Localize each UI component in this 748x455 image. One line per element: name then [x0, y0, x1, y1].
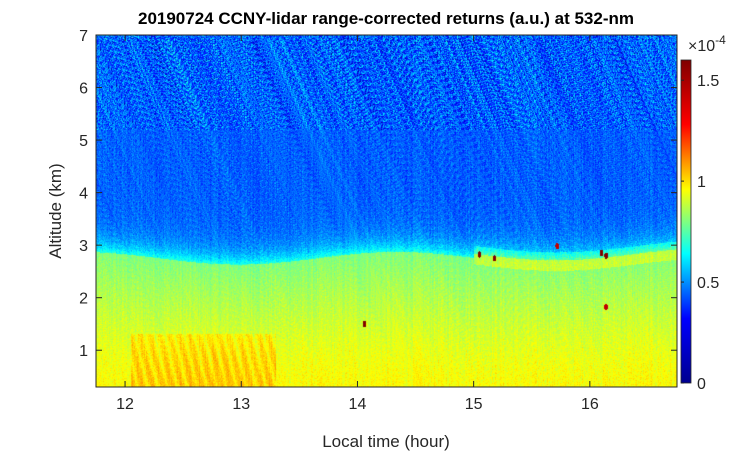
plot-frame: [95, 34, 678, 388]
colorbar-tick-label: 0.5: [697, 275, 719, 292]
x-tick-label: 13: [232, 396, 250, 413]
colorbar-multiplier: ×10-4: [688, 33, 726, 55]
x-axis-label: Local time (hour): [322, 432, 450, 451]
y-axis-label: Altitude (km): [46, 163, 65, 258]
y-tick-label: 7: [79, 28, 88, 45]
y-tick-label: 4: [79, 186, 88, 203]
y-tick-label: 3: [79, 238, 88, 255]
y-tick-label: 1: [79, 343, 88, 360]
y-axis-ticks: 1 2 3 4 5 6 7: [79, 28, 677, 360]
colorbar-gradient: [680, 59, 692, 384]
chart-title: 20190724 CCNY-lidar range-corrected retu…: [138, 9, 634, 28]
y-tick-label: 6: [79, 81, 88, 98]
colorbar-ticks: 0 0.5 1 1.5: [681, 73, 719, 393]
x-tick-label: 12: [116, 396, 134, 413]
x-tick-label: 15: [465, 396, 483, 413]
y-tick-label: 5: [79, 133, 88, 150]
y-tick-label: 2: [79, 291, 88, 308]
x-axis-ticks: 12 13 14 15 16: [116, 35, 599, 413]
colorbar-tick-label: 0: [697, 376, 706, 393]
colorbar-tick-label: 1.5: [697, 73, 719, 90]
x-tick-label: 14: [349, 396, 367, 413]
x-tick-label: 16: [581, 396, 599, 413]
colorbar-exponent: -4: [715, 33, 726, 47]
colorbar-tick-label: 1: [697, 174, 706, 191]
colorbar-multiplier-base: ×10: [688, 38, 715, 55]
colorbar: ×10-4 0 0.5 1 1.5: [680, 33, 726, 393]
range-corrected-heatmap: [96, 35, 677, 387]
